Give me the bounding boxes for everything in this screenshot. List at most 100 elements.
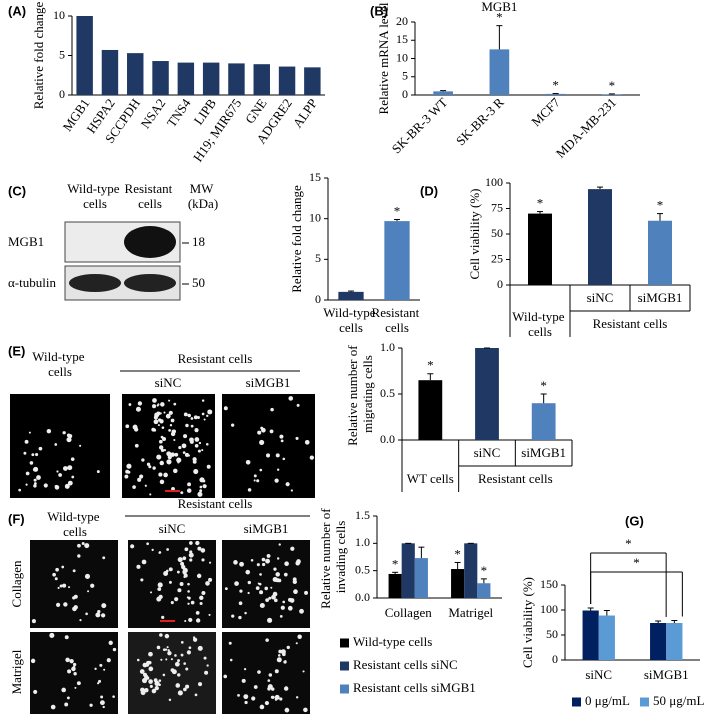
cell-dot xyxy=(195,540,200,546)
cell-dot xyxy=(288,396,294,401)
cell-dot xyxy=(186,488,192,493)
cell-dot xyxy=(173,402,177,406)
cell-dot xyxy=(136,658,140,662)
image-header: Wild-type cells xyxy=(47,509,102,539)
cell-dot xyxy=(295,696,299,699)
y-tick-label: 100 xyxy=(540,602,558,616)
cell-dot xyxy=(197,449,201,453)
cell-dot xyxy=(67,465,73,471)
row-label: Matrigel xyxy=(9,649,24,694)
y-tick-label: 10 xyxy=(53,8,65,22)
cell-dot xyxy=(280,439,284,443)
cell-dot xyxy=(283,660,287,664)
cell-dot xyxy=(70,457,75,461)
cell-dot xyxy=(43,483,48,488)
cell-dot xyxy=(183,434,188,439)
cell-dot xyxy=(174,654,177,657)
cell-dot xyxy=(278,649,283,654)
cell-dot xyxy=(177,557,183,563)
cell-dot xyxy=(99,700,105,706)
cell-dot xyxy=(65,657,70,663)
legend-label: Wild-type cells xyxy=(353,634,432,649)
cell-dot xyxy=(276,557,280,560)
cell-dot xyxy=(149,493,152,496)
cell-dot xyxy=(133,427,139,432)
cell-dot xyxy=(67,480,73,486)
y-tick-label: 0.5 xyxy=(355,562,370,576)
cell-dot xyxy=(182,556,187,561)
cell-dot xyxy=(61,565,65,569)
cell-dot xyxy=(199,489,203,493)
cell-dot xyxy=(35,452,39,457)
cell-dot xyxy=(33,689,38,694)
y-tick-label: 1.5 xyxy=(355,508,370,522)
y-tick-label: 75 xyxy=(491,200,503,214)
cell-dot xyxy=(33,478,37,482)
cell-dot xyxy=(62,431,66,435)
cell-dot xyxy=(274,669,279,674)
cell-dot xyxy=(245,459,251,465)
cell-dot xyxy=(187,582,190,586)
cell-dot xyxy=(270,407,274,412)
bar xyxy=(152,61,169,95)
significance: * xyxy=(496,10,503,25)
cell-dot xyxy=(257,430,262,435)
cell-dot xyxy=(202,484,207,489)
cell-dot xyxy=(253,474,257,478)
micrograph xyxy=(10,394,110,498)
error-bar xyxy=(603,610,610,616)
cell-dot xyxy=(282,652,286,657)
cell-dot xyxy=(162,673,166,677)
blot-band xyxy=(69,274,121,292)
cell-dot xyxy=(156,645,161,650)
legend-swatch xyxy=(340,684,349,694)
blot-band xyxy=(124,274,176,292)
cell-dot xyxy=(180,653,184,657)
cell-dot xyxy=(135,406,141,412)
cell-dot xyxy=(278,543,281,546)
cell-dot xyxy=(56,602,61,607)
cell-dot xyxy=(170,668,175,673)
x-tick-label: Wild-type cells xyxy=(323,305,378,335)
cell-dot xyxy=(228,641,232,645)
error-bar xyxy=(394,218,400,222)
cell-dot xyxy=(279,697,283,701)
cell-dot xyxy=(61,687,66,693)
image-header: siMGB1 xyxy=(246,375,291,390)
cell-dot xyxy=(304,439,310,445)
cell-dot xyxy=(167,455,172,460)
cell-dot xyxy=(29,461,34,465)
cell-dot xyxy=(177,673,181,677)
y-tick-label: 0 xyxy=(315,292,321,306)
cell-dot xyxy=(261,562,266,567)
cell-dot xyxy=(160,658,163,661)
micrograph xyxy=(222,394,315,498)
cell-dot xyxy=(284,561,289,567)
cell-dot xyxy=(259,439,265,446)
cell-dot xyxy=(244,700,248,705)
cell-dot xyxy=(247,488,252,492)
cell-dot xyxy=(146,542,149,546)
cell-dot xyxy=(185,667,189,671)
cell-dot xyxy=(170,601,174,605)
cell-dot xyxy=(193,468,199,475)
cell-dot xyxy=(250,559,254,562)
cell-dot xyxy=(247,580,252,585)
cell-dot xyxy=(177,659,180,663)
cell-dot xyxy=(163,472,168,478)
cell-dot xyxy=(187,590,190,593)
cell-dot xyxy=(66,696,70,700)
bar xyxy=(202,62,220,95)
cell-dot xyxy=(197,546,202,551)
cell-dot xyxy=(36,475,41,480)
cell-dot xyxy=(23,451,27,455)
cell-dot xyxy=(38,446,43,451)
cell-dot xyxy=(183,687,187,692)
cell-dot xyxy=(140,687,145,693)
cell-dot xyxy=(303,707,308,713)
cell-dot xyxy=(176,457,182,463)
error-bar xyxy=(392,571,399,574)
cell-dot xyxy=(139,669,145,674)
cell-dot xyxy=(197,645,203,651)
cell-dot xyxy=(146,660,150,665)
